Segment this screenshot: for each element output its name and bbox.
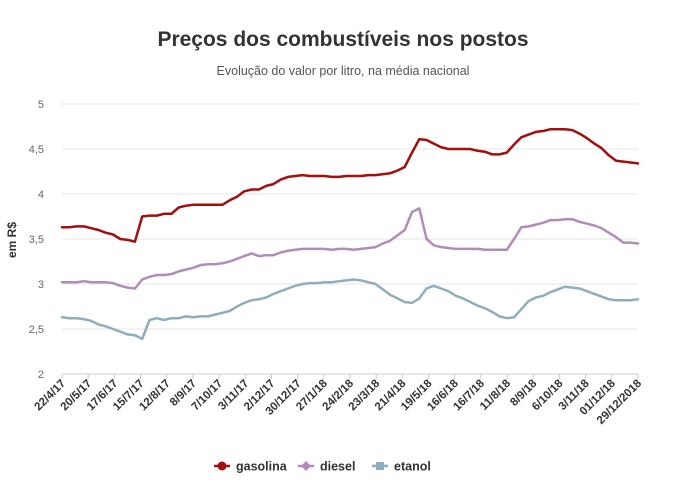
y-tick-label: 5 — [38, 99, 44, 111]
y-tick-label: 4 — [38, 189, 44, 201]
legend: gasolina diesel etanol — [214, 460, 431, 474]
y-tick-label: 4,5 — [29, 144, 44, 156]
chart-title: Preços dos combustíveis nos postos — [157, 28, 529, 51]
legend-item-diesel[interactable]: diesel — [298, 460, 355, 474]
legend-label: etanol — [394, 460, 431, 474]
legend-item-etanol[interactable]: etanol — [372, 460, 431, 474]
chart-subtitle: Evolução do valor por litro, na média na… — [216, 64, 470, 78]
legend-marker — [217, 461, 227, 471]
y-tick-label: 2 — [38, 369, 44, 381]
legend-item-gasolina[interactable]: gasolina — [214, 460, 288, 474]
y-axis-ticks: 2 2,5 3 3,5 4 4,5 5 — [29, 99, 44, 381]
legend-marker — [376, 462, 384, 470]
y-tick-label: 3 — [38, 279, 44, 291]
series-lines — [60, 127, 640, 341]
y-tick-label: 2,5 — [29, 324, 44, 336]
legend-marker — [301, 461, 311, 471]
legend-label: gasolina — [236, 460, 288, 474]
y-tick-label: 3,5 — [29, 234, 44, 246]
series-line-etanol — [60, 278, 640, 341]
legend-label: diesel — [320, 460, 355, 474]
y-axis-label: em R$ — [5, 222, 19, 258]
grid-lines — [62, 103, 638, 375]
series-line-diesel — [60, 207, 640, 290]
x-axis: 22/4/1720/5/1717/6/1715/7/1712/8/178/9/1… — [33, 373, 645, 427]
series-line-gasolina — [60, 127, 640, 243]
